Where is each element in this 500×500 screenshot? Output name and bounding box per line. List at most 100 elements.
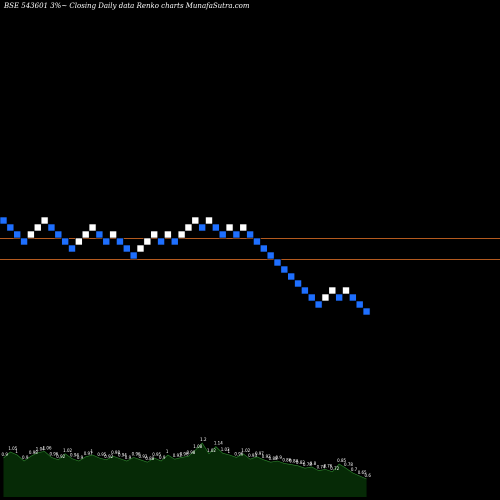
volume-label-1: 1.05 [8,446,17,451]
renko-brick-47 [321,293,330,302]
volume-label-37: 0.97 [255,451,264,456]
volume-label-23: 0.9 [159,455,166,460]
renko-brick-45 [307,293,316,302]
renko-brick-19 [129,251,138,260]
renko-brick-31 [212,223,220,232]
volume-label-29: 1.2 [200,437,207,442]
renko-brick-12 [81,230,90,239]
renko-brick-52 [355,300,364,309]
renko-brick-6 [40,216,49,225]
volume-label-43: 0.82 [296,460,305,465]
volume-label-44: 0.78 [303,462,312,467]
renko-brick-21 [143,237,152,246]
volume-label-7: 0.96 [49,451,58,456]
renko-brick-34 [232,230,241,239]
volume-label-17: 0.94 [118,453,127,458]
renko-brick-46 [314,300,323,309]
reference-lines [0,238,500,260]
volume-label-53: 0.6 [365,473,372,478]
renko-brick-13 [88,223,97,232]
volume-label-31: 1.14 [214,441,223,446]
volume-label-49: 0.85 [337,458,346,463]
volume-label-3: 0.9 [22,455,29,460]
volume-labels: 0.91.0510.90.981.041.060.960.921.020.940… [2,437,372,478]
renko-brick-14 [95,230,104,239]
renko-brick-9 [61,237,69,246]
volume-label-34: 0.96 [234,451,243,456]
renko-bricks [0,216,371,316]
volume-label-33: 1 [228,449,231,454]
renko-brick-22 [150,230,158,239]
renko-brick-3 [20,237,28,246]
volume-label-18: 0.9 [125,455,132,460]
volume-label-6: 1.06 [43,445,52,450]
volume-label-30: 1.02 [207,448,216,453]
volume-label-14: 0.95 [97,452,106,457]
renko-brick-53 [362,307,371,316]
volume-label-4: 0.98 [29,450,38,455]
volume-label-35: 1.02 [241,448,250,453]
volume-line [3,442,367,480]
volume-label-8: 0.92 [56,454,65,459]
volume-label-24: 1 [166,449,169,454]
volume-label-28: 1.08 [193,444,202,449]
renko-brick-20 [136,244,145,253]
renko-brick-51 [349,293,357,302]
volume-label-38: 0.92 [262,454,271,459]
renko-brick-17 [116,237,124,246]
renko-brick-50 [342,286,350,295]
renko-brick-18 [123,244,131,253]
renko-brick-11 [75,237,83,246]
volume-label-12: 0.97 [84,451,93,456]
volume-label-9: 1.02 [63,448,72,453]
renko-brick-25 [170,237,179,246]
renko-brick-28 [191,216,200,225]
volume-label-47: 0.76 [323,463,332,468]
renko-brick-16 [109,230,117,239]
volume-label-22: 0.95 [152,452,161,457]
volume-label-45: 0.8 [310,461,317,466]
volume-label-25: 0.93 [173,453,182,458]
renko-brick-37 [253,237,261,246]
renko-brick-2 [13,230,21,239]
renko-brick-30 [205,216,213,225]
volume-label-15: 0.92 [104,454,113,459]
volume-area [3,442,367,497]
volume-label-21: 0.88 [145,456,154,461]
volume-label-32: 1.03 [221,447,230,452]
renko-brick-29 [198,223,206,232]
volume-label-39: 0.88 [269,456,278,461]
volume-label-36: 0.93 [248,453,257,458]
volume-label-0: 0.9 [2,452,9,457]
renko-brick-44 [301,286,309,295]
volume-label-16: 0.98 [111,450,120,455]
renko-brick-27 [184,223,193,232]
renko-brick-24 [164,230,172,239]
renko-brick-41 [280,265,289,274]
volume-label-48: 0.72 [330,466,339,471]
volume-label-10: 0.94 [70,453,79,458]
volume-label-41: 0.86 [282,457,291,462]
volume-label-5: 1.04 [36,447,45,452]
renko-brick-15 [102,237,111,246]
renko-brick-1 [6,223,15,232]
renko-brick-0 [0,216,8,225]
renko-brick-32 [218,230,227,239]
renko-brick-39 [266,251,275,260]
renko-brick-48 [328,286,337,295]
renko-brick-23 [157,237,165,246]
volume-label-27: 0.98 [186,450,195,455]
renko-brick-10 [68,244,76,253]
volume-label-13: 1 [91,449,94,454]
renko-brick-7 [47,223,56,232]
renko-brick-43 [294,279,302,288]
renko-brick-26 [177,230,186,239]
renko-brick-38 [259,244,268,253]
renko-brick-36 [246,230,254,239]
volume-label-40: 0.9 [276,455,283,460]
volume-label-51: 0.7 [351,467,358,472]
renko-brick-33 [225,223,234,232]
renko-brick-8 [54,230,63,239]
